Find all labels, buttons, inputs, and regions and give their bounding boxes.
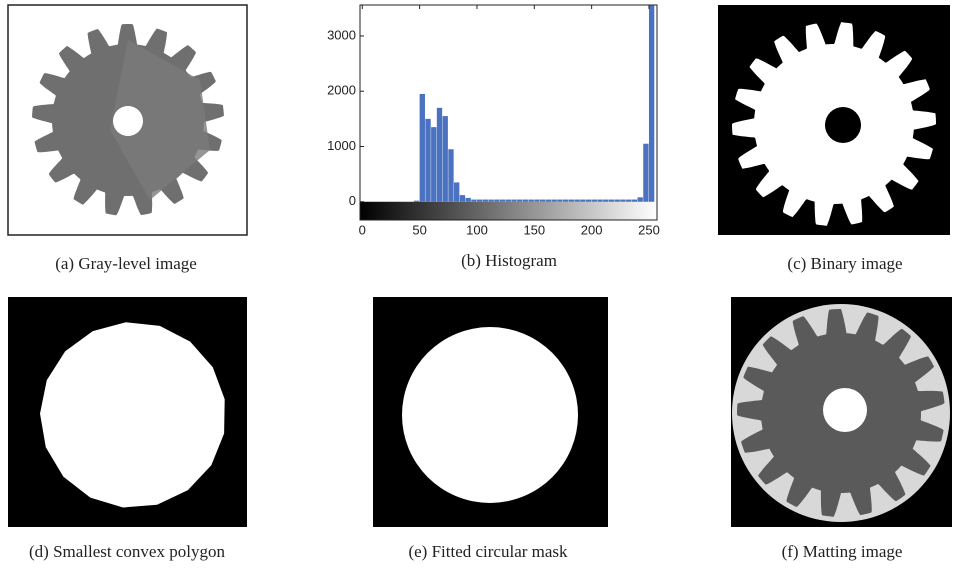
bar — [505, 199, 511, 202]
y-tick-label: 1000 — [327, 138, 356, 153]
bar — [631, 199, 638, 202]
bar — [597, 199, 603, 202]
caption: (a) Gray-level image — [55, 254, 197, 273]
bar — [471, 199, 477, 202]
x-tick-label: 100 — [466, 222, 488, 237]
colorbar — [360, 201, 657, 220]
gear-shade — [110, 40, 210, 200]
caption: (d) Smallest convex polygon — [29, 542, 225, 561]
bar — [482, 199, 489, 202]
bar — [419, 93, 425, 202]
bar — [620, 199, 626, 202]
bar — [608, 199, 615, 202]
matting-gear — [737, 309, 945, 517]
caption: (f) Matting image — [782, 542, 903, 561]
bar — [448, 149, 454, 202]
x-tick-label: 200 — [581, 222, 603, 237]
bar — [603, 199, 609, 202]
binary-gear — [732, 22, 936, 226]
bar — [534, 199, 540, 202]
bar — [517, 199, 523, 202]
caption: (c) Binary image — [787, 254, 902, 273]
x-tick-label: 150 — [523, 222, 545, 237]
bar — [540, 199, 546, 202]
bar — [574, 199, 580, 202]
bar — [454, 182, 460, 202]
bar — [614, 199, 620, 202]
bar — [436, 107, 443, 202]
y-tick-label: 3000 — [327, 27, 356, 42]
bar — [568, 199, 575, 202]
bar — [499, 199, 506, 202]
x-tick-label: 0 — [359, 222, 366, 237]
bar — [626, 199, 632, 202]
bar — [545, 199, 552, 202]
gear-hole — [113, 106, 143, 136]
bar — [591, 199, 597, 202]
convex-polygon — [40, 322, 225, 508]
plot-frame — [359, 4, 658, 221]
gear-hole — [825, 107, 861, 143]
bar — [528, 199, 534, 202]
x-tick-label: 250 — [638, 222, 660, 237]
bar — [511, 199, 517, 202]
bar — [648, 5, 655, 202]
bar — [476, 199, 483, 202]
y-tick-label: 0 — [349, 193, 356, 208]
bar — [494, 199, 500, 202]
bar — [551, 199, 557, 202]
caption: (b) Histogram — [461, 251, 557, 270]
bar — [522, 199, 529, 202]
histogram: 0 1000 2000 3000 0 50 100 150 200 250 — [327, 4, 660, 237]
bar — [488, 199, 494, 202]
gray-gear — [32, 24, 224, 216]
bar — [585, 199, 592, 202]
bar — [643, 143, 649, 202]
circular-mask — [402, 327, 578, 503]
bar — [425, 118, 431, 202]
bar — [459, 195, 466, 202]
bar — [442, 116, 448, 202]
y-tick-label: 2000 — [327, 83, 356, 98]
bar — [431, 127, 437, 202]
bar — [413, 200, 420, 202]
bar — [580, 199, 586, 202]
bar — [562, 199, 569, 202]
gear-hole — [823, 388, 867, 432]
x-tick-label: 50 — [412, 222, 426, 237]
bar — [557, 199, 563, 202]
bar — [637, 197, 643, 202]
caption: (e) Fitted circular mask — [408, 542, 568, 561]
bar — [465, 197, 471, 202]
